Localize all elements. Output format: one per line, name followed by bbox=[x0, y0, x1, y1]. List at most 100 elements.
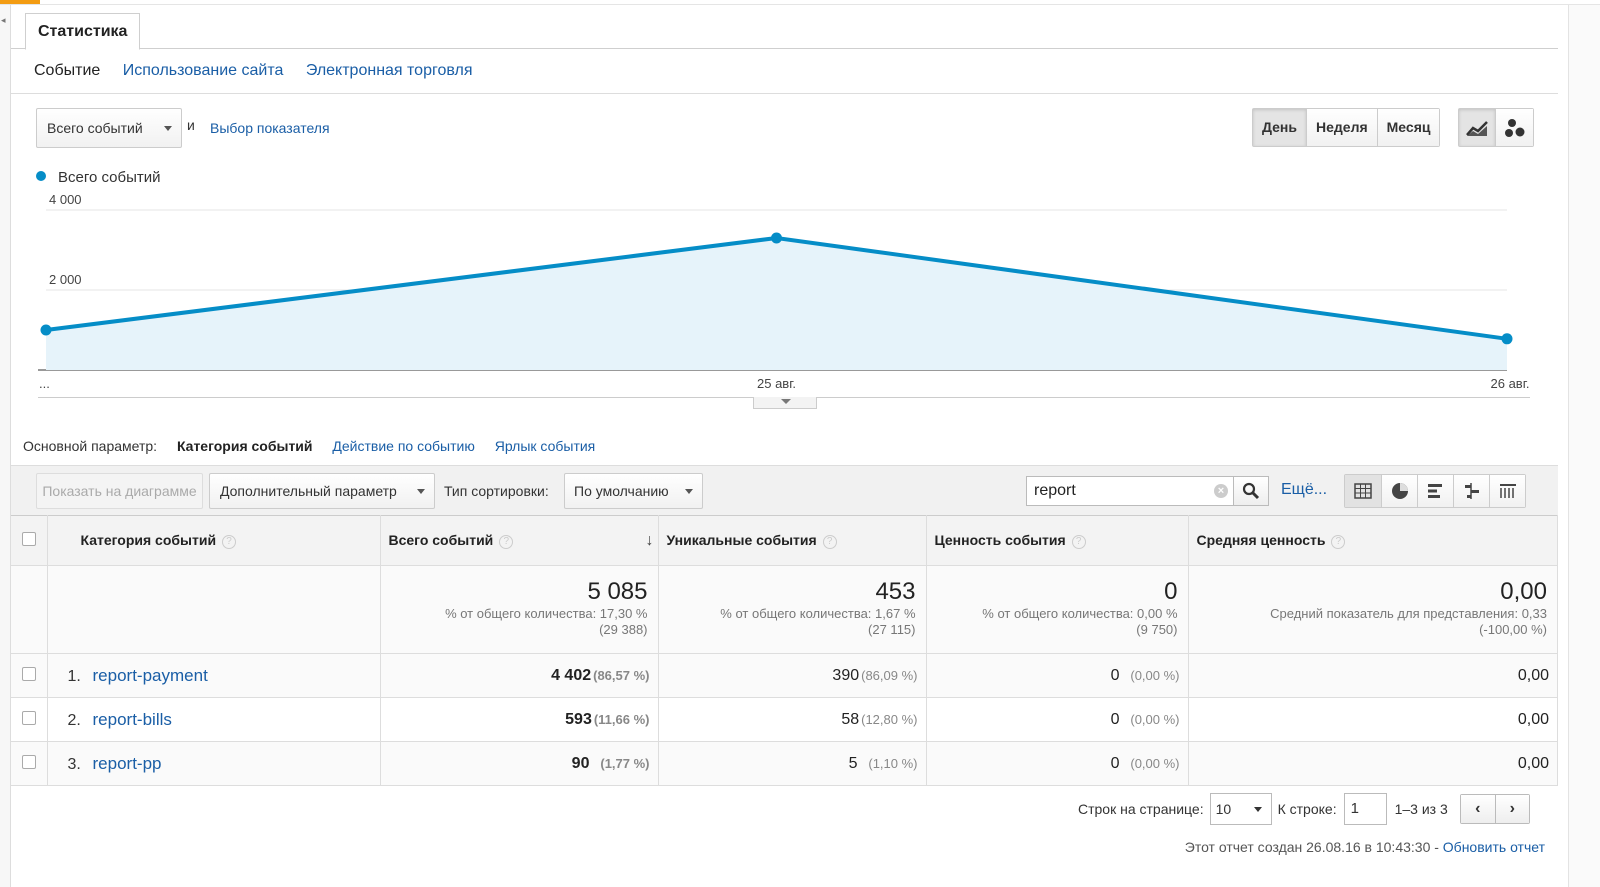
dimension-event-label[interactable]: Ярлык события bbox=[494, 438, 596, 454]
row-checkbox[interactable] bbox=[21, 667, 36, 681]
pie-chart-icon bbox=[1391, 483, 1408, 499]
view-pivot-button[interactable] bbox=[1489, 475, 1525, 507]
total-events-cell: 593 (11,66 %) bbox=[380, 697, 659, 742]
chevron-down-icon bbox=[164, 126, 172, 131]
unique-events-cell: 5 (1,10 %) bbox=[658, 741, 927, 786]
cell-value: 5 bbox=[848, 754, 858, 772]
category-link[interactable]: report-pp bbox=[92, 753, 162, 773]
x-tick-label: 25 авг. bbox=[757, 376, 796, 391]
help-icon[interactable]: ? bbox=[822, 535, 837, 549]
help-icon[interactable]: ? bbox=[499, 534, 514, 549]
table-view-toggle bbox=[1344, 474, 1526, 508]
line-chart-button[interactable] bbox=[1459, 109, 1496, 146]
x-tick-label: ... bbox=[39, 376, 50, 391]
refresh-report-link[interactable]: Обновить отчет bbox=[1442, 839, 1545, 855]
chevron-down-icon bbox=[417, 489, 425, 494]
right-scrollbar[interactable] bbox=[1568, 5, 1600, 887]
search-button[interactable] bbox=[1233, 476, 1269, 506]
clear-icon[interactable]: × bbox=[1214, 484, 1228, 498]
header-unique-events[interactable]: Уникальные события? bbox=[658, 515, 927, 566]
table-search-input[interactable]: report × bbox=[1026, 476, 1234, 506]
data-point bbox=[771, 232, 782, 244]
view-table-button[interactable] bbox=[1345, 475, 1381, 507]
motion-chart-button[interactable] bbox=[1496, 109, 1533, 146]
total-share: % от общего количества: 17,30 % bbox=[445, 606, 648, 621]
select-all-checkbox[interactable] bbox=[21, 532, 36, 546]
total-events-cell: 4 402 (86,57 %) bbox=[380, 653, 659, 698]
totals-row: 5 085 % от общего количества: 17,30 % (2… bbox=[11, 565, 1558, 654]
period-day-button[interactable]: День bbox=[1253, 109, 1306, 146]
dimension-event-category[interactable]: Категория событий bbox=[176, 438, 313, 454]
total-share: Средний показатель для представления: 0,… bbox=[1270, 606, 1547, 621]
tab-statistics[interactable]: Статистика bbox=[25, 13, 141, 50]
bubble-chart-icon bbox=[1504, 118, 1524, 137]
help-icon[interactable]: ? bbox=[222, 535, 237, 549]
top-strip bbox=[0, 0, 1600, 5]
chevron-down-icon bbox=[781, 399, 791, 404]
chevron-down-icon bbox=[1253, 807, 1262, 812]
help-icon[interactable]: ? bbox=[1071, 535, 1086, 549]
header-event-value[interactable]: Ценность события? bbox=[926, 515, 1189, 566]
total-value: 5 085 bbox=[587, 578, 648, 605]
events-table: Категория событий? Всего событий? ↓ Уника… bbox=[11, 515, 1558, 786]
rows-per-page-select[interactable]: 10 bbox=[1209, 793, 1272, 825]
header-label: Средняя ценность bbox=[1196, 532, 1326, 548]
cell-percent: (0,00 %) bbox=[1130, 667, 1180, 683]
view-performance-button[interactable] bbox=[1417, 475, 1453, 507]
secondary-dimension-select[interactable]: Дополнительный параметр bbox=[209, 473, 435, 509]
legend-dot bbox=[36, 171, 46, 181]
sort-type-select[interactable]: По умолчанию bbox=[564, 473, 703, 509]
choose-metric-link[interactable]: Выбор показателя bbox=[210, 120, 330, 136]
header-total-events[interactable]: Всего событий? ↓ bbox=[380, 515, 659, 566]
category-link[interactable]: report-bills bbox=[92, 709, 172, 729]
totals-empty-cell bbox=[11, 565, 48, 654]
left-gutter: ◂ bbox=[0, 5, 11, 887]
data-point bbox=[40, 324, 52, 336]
collapse-icon[interactable]: ◂ bbox=[1, 15, 6, 25]
subnav-site-usage[interactable]: Использование сайта bbox=[122, 62, 284, 79]
header-avg-value[interactable]: Средняя ценность? bbox=[1188, 515, 1558, 566]
advanced-filter-link[interactable]: Ещё... bbox=[1281, 481, 1328, 498]
row-checkbox[interactable] bbox=[21, 711, 36, 725]
total-share: % от общего количества: 1,67 % bbox=[720, 606, 916, 621]
avg-value-cell: 0,00 bbox=[1188, 697, 1558, 742]
row-checkbox[interactable] bbox=[21, 755, 36, 769]
subnav-event[interactable]: Событие bbox=[34, 62, 101, 79]
view-pie-button[interactable] bbox=[1381, 475, 1417, 507]
cell-percent: (0,00 %) bbox=[1130, 711, 1180, 727]
metric-select[interactable]: Всего событий bbox=[36, 108, 182, 148]
cell-percent: (12,80 %) bbox=[861, 711, 918, 727]
cell-value: 390 bbox=[832, 666, 860, 684]
goto-row-input[interactable]: 1 bbox=[1343, 793, 1387, 825]
total-value: 453 bbox=[875, 578, 916, 605]
prev-page-button[interactable]: ‹ bbox=[1460, 795, 1495, 823]
period-week-button[interactable]: Неделя bbox=[1306, 109, 1377, 146]
row-select-cell bbox=[11, 653, 48, 698]
select-all-cell bbox=[11, 515, 48, 566]
view-comparison-button[interactable] bbox=[1453, 475, 1489, 507]
cell-percent: (86,09 %) bbox=[861, 667, 918, 683]
table-row: 1. report-payment 4 402 (86,57 %) 390 (86,… bbox=[11, 653, 1558, 698]
event-value-cell: 0 (0,00 %) bbox=[926, 653, 1189, 698]
legend-series-name: Всего событий bbox=[58, 169, 161, 186]
category-cell: 2. report-bills bbox=[47, 697, 381, 742]
period-toggle: День Неделя Месяц bbox=[1252, 108, 1441, 147]
header-event-category[interactable]: Категория событий? bbox=[47, 515, 381, 566]
subnav-ecommerce[interactable]: Электронная торговля bbox=[305, 62, 473, 79]
next-page-button[interactable]: › bbox=[1494, 795, 1529, 823]
divider bbox=[11, 93, 1558, 94]
chart-collapse-handle[interactable] bbox=[753, 397, 817, 409]
plot-rows-button[interactable]: Показать на диаграмме bbox=[36, 473, 203, 509]
grid-icon bbox=[1354, 483, 1372, 499]
cell-value: 90 bbox=[571, 754, 590, 772]
dimension-event-action[interactable]: Действие по событию bbox=[332, 438, 475, 454]
report-created-text: Этот отчет создан 26.08.16 в 10:43:30 - bbox=[1184, 839, 1439, 855]
period-month-button[interactable]: Месяц bbox=[1376, 109, 1440, 146]
table-row: 3. report-pp 90 (1,77 %) 5 (1,10 %) 0 (0… bbox=[11, 741, 1558, 786]
help-icon[interactable]: ? bbox=[1331, 535, 1346, 549]
events-line-chart: 4 000 2 000... 25 авг. 26 авг. bbox=[38, 192, 1529, 391]
header-label: Уникальные события bbox=[666, 532, 817, 548]
category-cell: 1. report-payment bbox=[47, 653, 381, 698]
unique-events-cell: 58 (12,80 %) bbox=[658, 697, 927, 742]
category-link[interactable]: report-payment bbox=[92, 665, 208, 685]
